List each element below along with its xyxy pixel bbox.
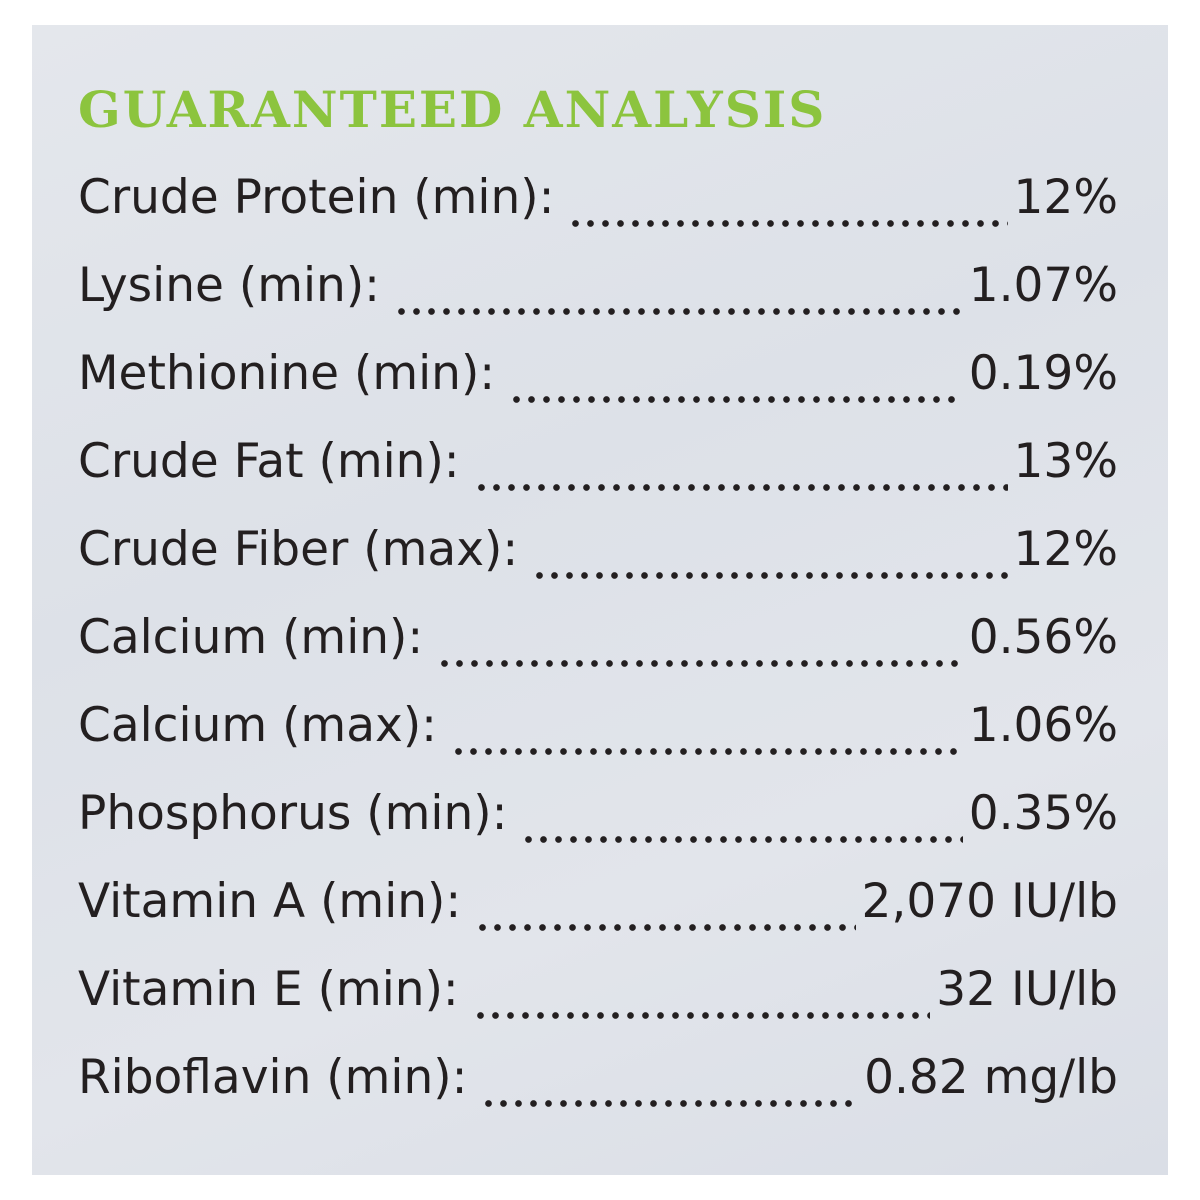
analysis-row: Calcium (max): 1.06% <box>78 698 1118 786</box>
nutrient-label: Riboflavin (min): <box>78 1050 468 1105</box>
nutrient-value: 0.19% <box>968 346 1118 401</box>
analysis-row: Vitamin A (min): 2,070 IU/lb <box>78 874 1118 962</box>
dot-leader <box>475 874 856 962</box>
analysis-row: Lysine (min): 1.07% <box>78 258 1118 346</box>
nutrient-label: Calcium (max): <box>78 698 437 753</box>
nutrient-label: Lysine (min): <box>78 258 381 313</box>
nutrient-label: Methionine (min): <box>78 346 496 401</box>
dot-leader <box>521 786 963 874</box>
nutrient-label: Crude Protein (min): <box>78 170 555 225</box>
analysis-row: Phosphorus (min): 0.35% <box>78 786 1118 874</box>
nutrient-value: 32 IU/lb <box>936 962 1118 1017</box>
dot-leader <box>532 522 1008 610</box>
dot-leader <box>481 1050 859 1138</box>
dot-leader <box>568 170 1008 258</box>
nutrient-value: 13% <box>1013 434 1118 489</box>
dot-leader <box>473 434 1008 522</box>
dot-leader <box>451 698 963 786</box>
nutrient-value: 12% <box>1013 170 1118 225</box>
nutrient-value: 0.82 mg/lb <box>864 1050 1118 1105</box>
analysis-row: Riboflavin (min): 0.82 mg/lb <box>78 1050 1118 1138</box>
analysis-row: Vitamin E (min): 32 IU/lb <box>78 962 1118 1050</box>
nutrient-label: Calcium (min): <box>78 610 424 665</box>
analysis-row: Crude Fat (min): 13% <box>78 434 1118 522</box>
dot-leader <box>394 258 963 346</box>
nutrient-label: Vitamin A (min): <box>78 874 462 929</box>
title: GUARANTEED ANALYSIS <box>78 80 827 139</box>
nutrient-label: Crude Fat (min): <box>78 434 460 489</box>
analysis-row: Crude Protein (min): 12% <box>78 170 1118 258</box>
analysis-row: Crude Fiber (max): 12% <box>78 522 1118 610</box>
dot-leader <box>472 962 931 1050</box>
nutrient-value: 1.06% <box>968 698 1118 753</box>
nutrient-value: 12% <box>1013 522 1118 577</box>
analysis-list: Crude Protein (min): 12% Lysine (min): 1.07… <box>78 170 1118 1138</box>
nutrient-value: 0.56% <box>968 610 1118 665</box>
dot-leader <box>509 346 963 434</box>
dot-leader <box>437 610 963 698</box>
nutrient-value: 0.35% <box>968 786 1118 841</box>
nutrient-label: Vitamin E (min): <box>78 962 459 1017</box>
nutrient-value: 1.07% <box>968 258 1118 313</box>
analysis-row: Calcium (min): 0.56% <box>78 610 1118 698</box>
nutrient-value: 2,070 IU/lb <box>861 874 1118 929</box>
analysis-row: Methionine (min): 0.19% <box>78 346 1118 434</box>
nutrient-label: Crude Fiber (max): <box>78 522 519 577</box>
nutrient-label: Phosphorus (min): <box>78 786 508 841</box>
